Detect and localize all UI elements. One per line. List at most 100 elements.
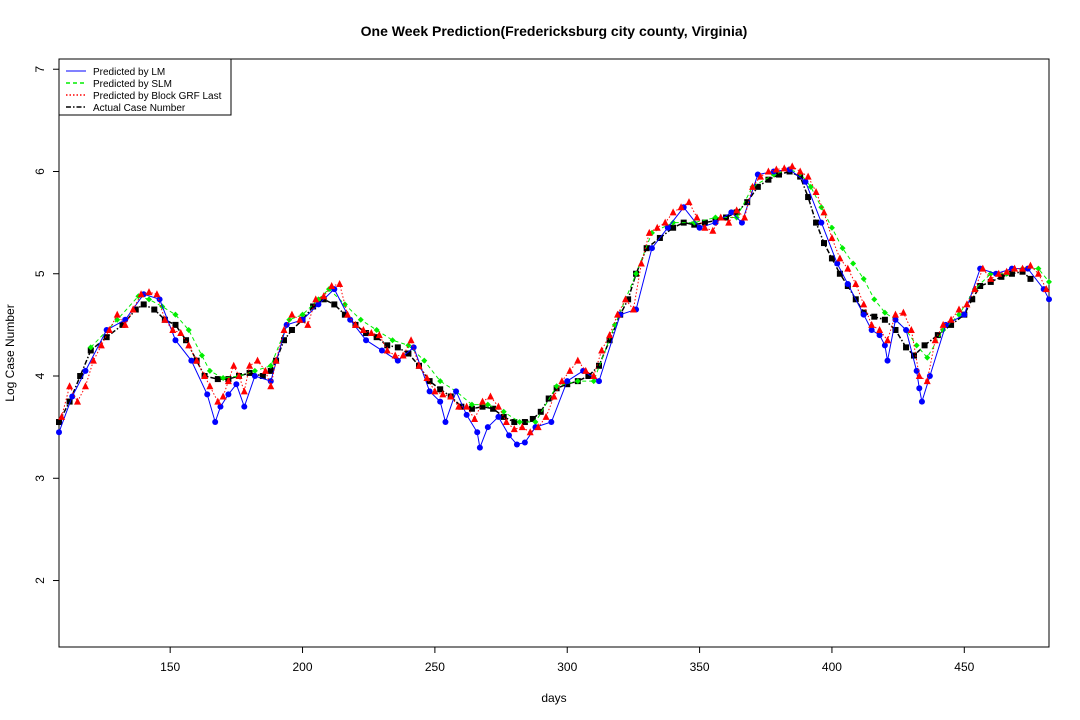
data-point [956, 311, 962, 318]
data-point [177, 329, 185, 337]
data-point [728, 209, 735, 216]
data-point [423, 374, 431, 382]
series-line [90, 168, 1050, 423]
data-point [828, 224, 835, 231]
data-point [384, 342, 391, 349]
x-tick-label: 200 [293, 660, 313, 674]
data-point [1019, 264, 1027, 272]
data-point [629, 305, 637, 313]
data-point [891, 310, 899, 318]
data-point [347, 316, 354, 323]
data-point [648, 245, 655, 252]
data-point [892, 326, 899, 333]
data-point [119, 321, 126, 328]
legend-box [58, 58, 232, 116]
data-point [193, 356, 201, 364]
data-point [813, 219, 820, 226]
data-point [884, 336, 892, 344]
data-point [860, 311, 867, 318]
data-point [363, 330, 370, 337]
data-point [844, 280, 851, 287]
legend-slm-label: Predicted by SLM [93, 79, 172, 90]
data-point [564, 378, 571, 385]
data-point [839, 245, 846, 252]
data-point [860, 275, 867, 282]
data-point [961, 311, 968, 318]
data-point [653, 223, 661, 231]
data-point [113, 310, 121, 318]
series-layer [56, 162, 1052, 451]
y-axis: 2 3 4 5 6 7 [33, 66, 59, 584]
x-axis: 150 200 250 300 350 400 450 [160, 647, 975, 674]
data-point [212, 419, 219, 426]
data-point [394, 357, 401, 364]
x-tick-label: 350 [690, 660, 710, 674]
legend-grf-label: Predicted by Block GRF Last [93, 91, 222, 102]
data-point [921, 342, 928, 349]
data-point [217, 403, 224, 410]
data-point [521, 419, 528, 426]
data-point [453, 388, 460, 395]
data-point [455, 402, 463, 410]
data-point [818, 204, 825, 211]
data-point [214, 376, 221, 383]
data-point [643, 245, 650, 252]
data-point [204, 391, 211, 398]
data-point [717, 213, 725, 221]
data-point [410, 344, 417, 351]
data-point [280, 325, 288, 333]
series-predicted-by-block-grf-last [58, 162, 1050, 436]
data-point [336, 279, 344, 287]
data-point [828, 233, 836, 241]
data-point [693, 213, 701, 221]
legend: Predicted by LM Predicted by SLM Predict… [58, 58, 232, 116]
data-point [756, 172, 764, 180]
data-point [331, 301, 338, 308]
data-point [389, 337, 396, 344]
data-point [1034, 269, 1042, 277]
data-point [468, 405, 475, 412]
data-point [590, 372, 598, 380]
x-axis-label: days [541, 691, 566, 705]
data-point [224, 377, 232, 385]
data-point [502, 418, 510, 426]
data-point [129, 305, 137, 313]
data-point [484, 424, 491, 431]
data-point [868, 326, 875, 333]
data-point [431, 387, 439, 395]
data-point [468, 401, 475, 408]
data-point [614, 310, 622, 318]
data-point [66, 398, 73, 405]
data-point [206, 382, 214, 390]
data-point [677, 203, 685, 211]
data-point [532, 419, 539, 426]
data-point [691, 219, 698, 226]
data-point [169, 325, 177, 333]
data-point [363, 337, 370, 344]
data-point [484, 401, 491, 408]
data-point [185, 326, 192, 333]
data-point [979, 264, 987, 272]
legend-lm-label: Predicted by LM [93, 67, 165, 78]
data-point [868, 320, 876, 328]
data-point [712, 214, 719, 221]
data-point [172, 337, 179, 344]
data-point [913, 342, 920, 349]
data-point [516, 419, 523, 426]
data-point [121, 320, 129, 328]
data-point [405, 350, 412, 357]
data-point [513, 441, 520, 448]
data-point [82, 367, 89, 374]
data-point [1042, 285, 1050, 293]
data-point [500, 408, 507, 415]
data-point [606, 331, 614, 339]
data-point [288, 310, 296, 318]
data-point [494, 402, 502, 410]
data-point [1027, 275, 1034, 282]
data-point [161, 315, 169, 323]
data-point [415, 361, 423, 369]
data-point [426, 378, 433, 385]
data-point [479, 397, 487, 405]
data-point [738, 219, 745, 226]
data-point [881, 342, 888, 349]
